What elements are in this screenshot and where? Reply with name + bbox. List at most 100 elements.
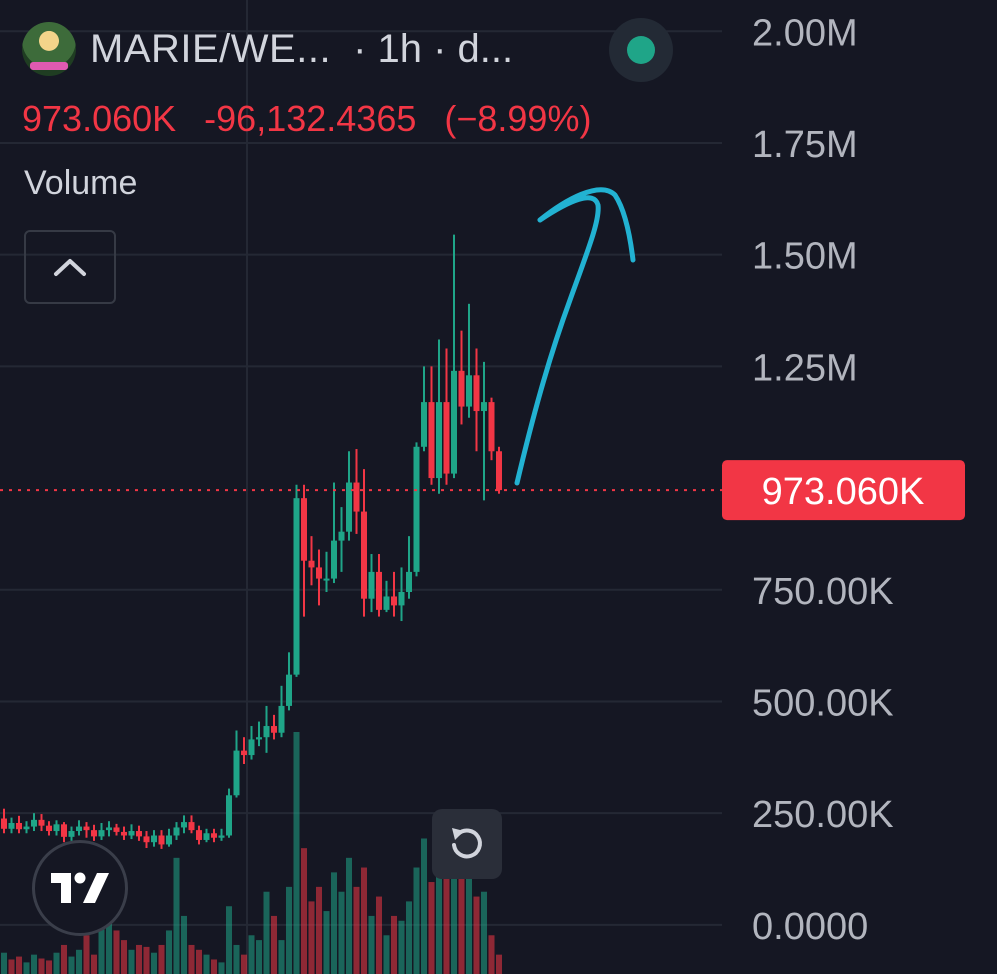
volume-bar <box>496 954 502 974</box>
candle-body <box>31 819 37 827</box>
y-axis-tick-label: 0.0000 <box>752 906 868 948</box>
live-status-button[interactable] <box>609 18 673 82</box>
candle-body <box>346 482 352 532</box>
volume-bar <box>316 886 322 974</box>
volume-bar <box>196 949 202 974</box>
token-avatar-icon <box>22 22 76 76</box>
volume-bar <box>38 958 45 974</box>
candle-body <box>301 498 307 561</box>
candles <box>1 234 502 849</box>
volume-bar <box>383 935 390 974</box>
volume-bar <box>263 891 270 974</box>
y-axis-tick-label: 750.00K <box>752 571 894 613</box>
candle-body <box>286 674 292 706</box>
candle-body <box>466 375 472 407</box>
candle-body <box>211 833 217 838</box>
candle-body <box>368 571 375 599</box>
candle-body <box>376 571 382 610</box>
volume-bar <box>181 915 187 974</box>
y-axis-tick-label: 500.00K <box>752 682 894 724</box>
candle-body <box>436 402 442 479</box>
symbol-header[interactable]: MARIE/WE... · 1h · d... <box>22 22 513 76</box>
candle-body <box>46 825 52 832</box>
volume-bar <box>106 915 112 974</box>
candle-body <box>8 822 15 829</box>
volume-bar <box>68 956 75 974</box>
volume-bar <box>301 848 307 974</box>
candle-body <box>106 827 112 831</box>
candle-body <box>361 511 367 599</box>
volume-bar <box>46 960 52 974</box>
volume-bar <box>241 954 247 974</box>
candle-body <box>196 830 202 840</box>
volume-bar <box>256 940 262 974</box>
candle-body <box>68 831 75 837</box>
volume-bar <box>158 944 165 974</box>
volume-bar <box>143 946 150 974</box>
candle-body <box>53 824 60 832</box>
volume-bar <box>23 962 30 974</box>
volume-bar <box>98 906 105 974</box>
volume-bar <box>361 867 367 974</box>
volume-bar <box>331 872 337 974</box>
candle-body <box>496 451 502 491</box>
candle-body <box>293 498 300 675</box>
y-axis-labels: 2.00M 1.75M 1.50M 1.25M 750.00K 500.00K 250.00… <box>752 12 894 948</box>
volume-bar <box>226 906 232 974</box>
price-change: -96,132.4365 <box>204 98 417 139</box>
candle-body <box>241 750 247 756</box>
candle-body <box>488 402 495 452</box>
volume-bar <box>278 940 285 974</box>
candle-body <box>113 827 120 832</box>
candle-body <box>308 560 315 568</box>
last-price-tag: 973.060K <box>722 460 965 521</box>
candle-body <box>391 596 397 606</box>
volume-bar <box>128 949 135 974</box>
candle-body <box>316 567 322 579</box>
candle-body <box>443 402 450 474</box>
volume-bar <box>451 848 457 974</box>
candle-body <box>256 737 262 740</box>
candle-body <box>421 402 427 447</box>
candle-body <box>233 750 240 796</box>
candle-body <box>226 795 232 836</box>
y-axis-tick-label: 2.00M <box>752 12 858 54</box>
candle-body <box>353 482 360 512</box>
candle-body <box>248 739 255 756</box>
volume-bar <box>53 952 60 974</box>
volume-bar <box>368 915 375 974</box>
volume-bar <box>173 857 180 974</box>
tradingview-logo-icon[interactable] <box>32 840 128 936</box>
chevron-up-icon <box>54 259 86 276</box>
candle-body <box>451 370 457 474</box>
rotate-ccw-icon <box>452 828 482 859</box>
volume-bar <box>211 959 217 974</box>
volume-bar <box>16 956 22 974</box>
volume-bar <box>473 896 480 974</box>
candle-body <box>203 833 210 840</box>
price-change-percent: (−8.99%) <box>444 98 592 139</box>
volume-bar <box>83 935 90 974</box>
volume-bar <box>76 949 82 974</box>
volume-bar <box>391 915 397 974</box>
last-price-label: 973.060K <box>762 471 925 513</box>
collapse-button[interactable] <box>24 230 116 304</box>
candle-body <box>143 836 150 843</box>
volume-bar <box>151 952 157 974</box>
volume-bar <box>293 732 300 974</box>
candle-body <box>38 819 45 826</box>
candle-body <box>173 827 180 836</box>
candle-body <box>128 831 135 836</box>
candle-body <box>481 402 487 412</box>
volume-bar <box>421 838 427 974</box>
candle-body <box>406 571 412 592</box>
candle-body <box>121 831 127 836</box>
volume-bar <box>376 896 382 974</box>
volume-bar <box>466 867 472 974</box>
volume-bar <box>458 857 465 974</box>
reset-chart-button[interactable] <box>432 809 502 879</box>
volume-bar <box>406 901 412 974</box>
candle-body <box>76 826 82 832</box>
volume-bar <box>233 944 240 974</box>
